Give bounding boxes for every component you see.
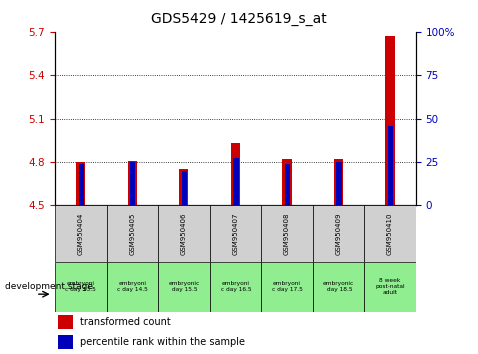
Text: percentile rank within the sample: percentile rank within the sample bbox=[79, 337, 245, 347]
Bar bbox=[79, 164, 84, 205]
Bar bbox=[261, 262, 313, 312]
Text: GSM950407: GSM950407 bbox=[232, 212, 239, 255]
Text: embryonic
 day 15.5: embryonic day 15.5 bbox=[168, 281, 199, 292]
Bar bbox=[130, 162, 135, 205]
Bar bbox=[179, 169, 188, 205]
Bar bbox=[158, 262, 210, 312]
Bar bbox=[55, 262, 107, 312]
Text: GSM950405: GSM950405 bbox=[130, 212, 135, 255]
Bar bbox=[282, 159, 292, 205]
Text: 8 week
post-natal
adult: 8 week post-natal adult bbox=[375, 279, 405, 295]
Text: embryoni
c day 14.5: embryoni c day 14.5 bbox=[117, 281, 148, 292]
Bar bbox=[233, 159, 239, 205]
Bar bbox=[364, 205, 416, 262]
Text: transformed count: transformed count bbox=[79, 318, 170, 327]
Bar bbox=[261, 205, 313, 262]
Bar bbox=[58, 335, 74, 348]
Bar bbox=[107, 205, 158, 262]
Text: embryoni
 c day 16.5: embryoni c day 16.5 bbox=[219, 281, 252, 292]
Bar bbox=[58, 315, 74, 329]
Text: GSM950406: GSM950406 bbox=[181, 212, 187, 255]
Bar bbox=[388, 126, 393, 205]
Text: GSM950410: GSM950410 bbox=[387, 212, 393, 255]
Bar bbox=[385, 36, 395, 205]
Text: embryoni
c day 17.5: embryoni c day 17.5 bbox=[272, 281, 303, 292]
Text: GDS5429 / 1425619_s_at: GDS5429 / 1425619_s_at bbox=[151, 12, 327, 27]
Bar bbox=[364, 262, 416, 312]
Text: development stage: development stage bbox=[5, 282, 93, 291]
Bar bbox=[231, 143, 240, 205]
Bar bbox=[334, 159, 343, 205]
Bar bbox=[107, 262, 158, 312]
Text: GSM950404: GSM950404 bbox=[78, 212, 84, 255]
Bar bbox=[210, 262, 261, 312]
Bar bbox=[128, 160, 137, 205]
Bar bbox=[55, 205, 107, 262]
Text: embryonic
 day 18.5: embryonic day 18.5 bbox=[323, 281, 354, 292]
Bar bbox=[313, 262, 364, 312]
Bar bbox=[337, 162, 342, 205]
Bar bbox=[210, 205, 261, 262]
Bar bbox=[182, 171, 187, 205]
Bar bbox=[76, 162, 86, 205]
Bar bbox=[158, 205, 210, 262]
Bar bbox=[285, 164, 290, 205]
Text: embryoni
c day 13.5: embryoni c day 13.5 bbox=[65, 281, 96, 292]
Bar bbox=[313, 205, 364, 262]
Text: GSM950408: GSM950408 bbox=[284, 212, 290, 255]
Text: GSM950409: GSM950409 bbox=[336, 212, 341, 255]
